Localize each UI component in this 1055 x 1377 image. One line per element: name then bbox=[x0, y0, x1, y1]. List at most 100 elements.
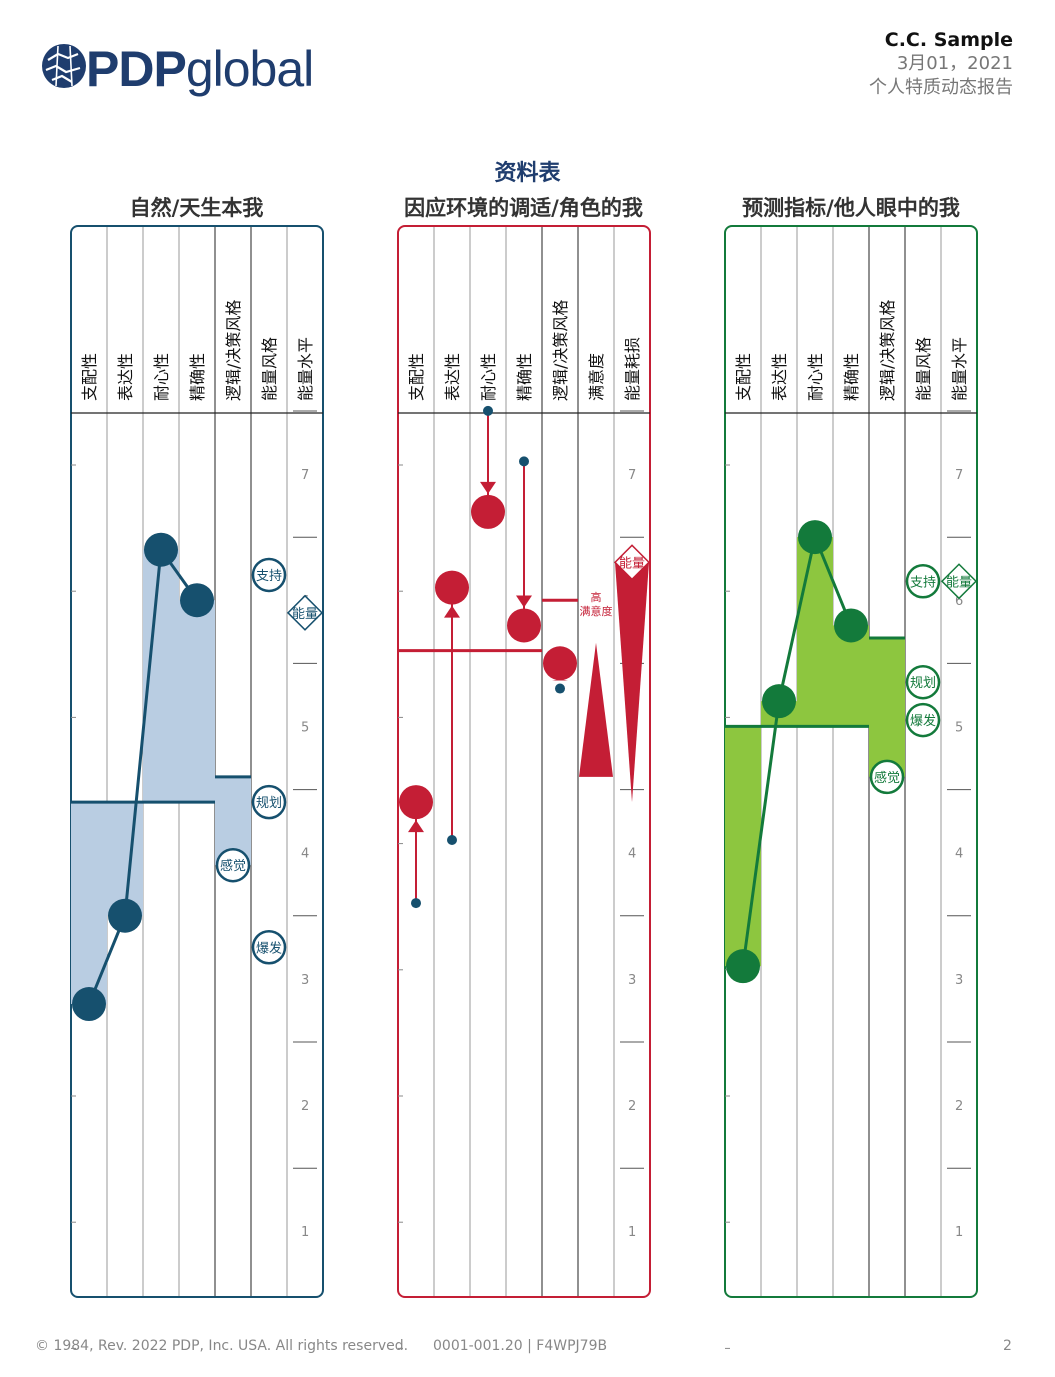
footer-code: 0001-001.20 | F4WPJ79B bbox=[433, 1338, 608, 1354]
logic-style-badge: 感觉 bbox=[874, 770, 900, 786]
logic-style-badge-ring bbox=[869, 759, 905, 795]
column-header-label: 表达性 bbox=[116, 353, 135, 401]
energy-level-diamond bbox=[940, 563, 978, 600]
energy-style-badge-ring bbox=[905, 702, 941, 738]
chart-title-basic: 自然/天生本我 bbox=[129, 196, 264, 220]
y-tick-label: 5 bbox=[955, 720, 963, 735]
series-line bbox=[87, 545, 199, 1005]
energy-drain-diamond bbox=[613, 544, 651, 581]
energy-style-badge-ring bbox=[905, 664, 941, 700]
satisfaction-label: 高 bbox=[591, 590, 602, 604]
energy-style-badge: 爆发 bbox=[910, 713, 936, 729]
column-header-label: 能量风格 bbox=[260, 337, 279, 401]
chart-title-priority: 因应环境的调适/角色的我 bbox=[404, 196, 643, 220]
footer-page-number: 2 bbox=[1003, 1338, 1012, 1354]
y-tick-label: 1 bbox=[628, 1225, 636, 1240]
basic-origin-dot bbox=[447, 834, 457, 845]
column-header-label: 逻辑/决策风格 bbox=[878, 300, 897, 401]
data-point bbox=[435, 570, 469, 605]
column-header-label: 能量水平 bbox=[950, 337, 969, 401]
satisfaction-label: 满意度 bbox=[580, 604, 613, 618]
basic-origin-dot bbox=[555, 683, 565, 694]
column-header-label: 精确性 bbox=[842, 353, 861, 401]
y-tick-label: 7 bbox=[628, 468, 636, 483]
column-header-label: 耐心性 bbox=[806, 353, 825, 401]
column-header-label: 能量风格 bbox=[914, 337, 933, 401]
y-tick-label: 1 bbox=[301, 1225, 309, 1240]
chart-frame bbox=[397, 225, 651, 1298]
footer-copyright: © 1984, Rev. 2022 PDP, Inc. USA. All rig… bbox=[35, 1338, 409, 1354]
data-point bbox=[144, 532, 178, 567]
column-header-label: 逻辑/决策风格 bbox=[224, 300, 243, 401]
y-tick-label: 4 bbox=[955, 847, 963, 862]
y-tick-label: 3 bbox=[628, 973, 636, 988]
page-title: 资料表 bbox=[494, 161, 561, 186]
energy-level-diamond bbox=[286, 594, 324, 631]
report-header: C.C. Sample 3月01，2021 个人特质动态报告 bbox=[869, 28, 1013, 100]
predictor-chart: 支配性 表达性 耐心性 精确性 逻辑/决策风格 能量风格 能量水平 1 2 3 4 5 6 7 支持规划爆发… bbox=[724, 225, 978, 1349]
data-point bbox=[399, 785, 433, 820]
energy-drain-label: 能量 bbox=[619, 556, 645, 571]
energy-style-badge: 支持 bbox=[910, 575, 936, 590]
trait-fill-bar bbox=[725, 726, 761, 967]
energy-style-badge-ring bbox=[251, 784, 287, 820]
data-point bbox=[726, 949, 760, 984]
column-header-label: 支配性 bbox=[407, 353, 426, 401]
basic-chart: 支配性表达性耐心性精确性逻辑/决策风格能量风格能量水平1234567支持规划爆发… bbox=[70, 225, 324, 1349]
shift-arrow-head bbox=[408, 820, 424, 833]
energy-style-badge-ring bbox=[251, 557, 287, 593]
y-tick-label: 4 bbox=[628, 847, 636, 862]
y-tick-label: 1 bbox=[955, 1225, 963, 1240]
data-point bbox=[762, 684, 796, 719]
y-tick-label: 7 bbox=[301, 468, 309, 483]
energy-style-badge: 爆发 bbox=[256, 940, 282, 956]
y-tick-label: 3 bbox=[955, 973, 963, 988]
y-tick-label: 5 bbox=[301, 720, 309, 735]
data-point bbox=[798, 520, 832, 555]
energy-style-badge: 规划 bbox=[256, 796, 282, 811]
energy-style-badge-ring bbox=[905, 564, 941, 599]
logo-text-bold: PDP bbox=[86, 41, 187, 97]
logic-style-badge-ring bbox=[215, 847, 251, 883]
basic-origin-dot bbox=[483, 405, 493, 416]
column-header-label: 满意度 bbox=[587, 353, 606, 401]
report-title: 个人特质动态报告 bbox=[869, 77, 1013, 98]
data-point bbox=[180, 583, 214, 618]
y-tick-label: 3 bbox=[301, 973, 309, 988]
column-header-label: 支配性 bbox=[734, 353, 753, 401]
column-header-label: 精确性 bbox=[515, 353, 534, 401]
globe-icon bbox=[42, 44, 86, 88]
trait-fill-bar bbox=[179, 600, 215, 803]
column-header-label: 能量耗损 bbox=[623, 337, 642, 401]
energy-style-badge: 支持 bbox=[256, 569, 282, 584]
energy-style-badge-ring bbox=[251, 930, 287, 965]
y-tick-label: 7 bbox=[955, 468, 963, 483]
basic-origin-dot bbox=[519, 456, 529, 467]
column-header-label: 耐心性 bbox=[152, 353, 171, 401]
energy-drain-wedge bbox=[615, 562, 649, 803]
shift-arrow-head bbox=[444, 605, 460, 618]
data-point bbox=[108, 898, 142, 933]
trait-fill-bar bbox=[71, 802, 107, 1005]
energy-style-badge: 规划 bbox=[910, 676, 936, 691]
energy-level-label: 能量 bbox=[946, 575, 972, 590]
chart-title-predictor: 预测指标/他人眼中的我 bbox=[742, 196, 960, 220]
data-point bbox=[834, 608, 868, 643]
y-tick-label: 6 bbox=[955, 594, 963, 609]
data-point bbox=[72, 987, 106, 1022]
logic-data-point bbox=[543, 646, 577, 681]
data-point bbox=[471, 494, 505, 529]
satisfaction-triangle bbox=[579, 642, 613, 777]
y-tick-label: 2 bbox=[628, 1099, 636, 1114]
trait-fill-bar bbox=[107, 802, 143, 916]
pdp-logo: PDPglobal bbox=[38, 38, 338, 98]
column-header-label: 表达性 bbox=[770, 353, 789, 401]
report-date: 3月01，2021 bbox=[896, 53, 1013, 74]
logo-text-light: global bbox=[185, 41, 314, 97]
shift-arrow-head bbox=[480, 481, 496, 494]
basic-origin-dot bbox=[411, 898, 421, 909]
person-name: C.C. Sample bbox=[884, 29, 1013, 51]
logic-style-badge: 感觉 bbox=[220, 858, 246, 874]
shift-arrow-head bbox=[516, 595, 532, 608]
